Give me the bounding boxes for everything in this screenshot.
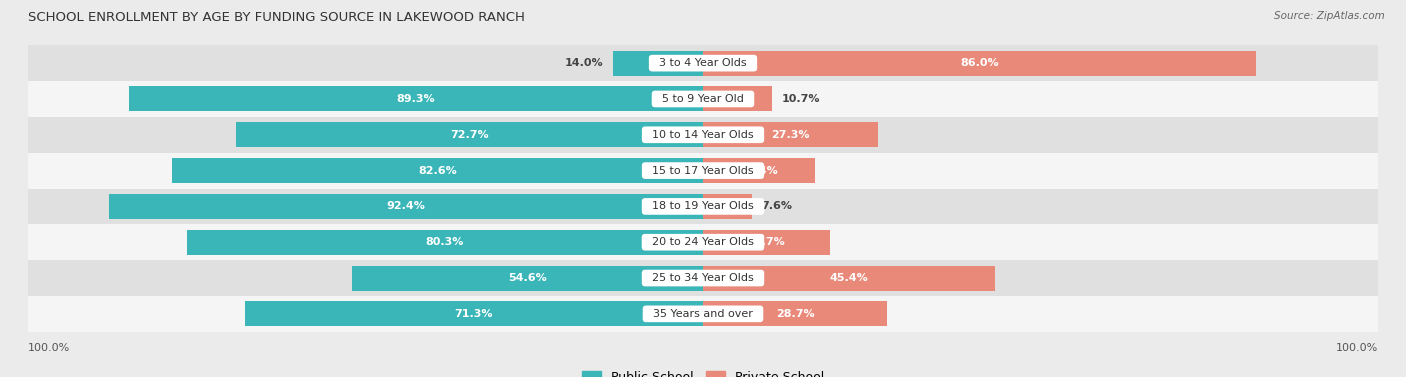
Text: 15 to 17 Year Olds: 15 to 17 Year Olds	[645, 166, 761, 176]
Text: 20 to 24 Year Olds: 20 to 24 Year Olds	[645, 237, 761, 247]
Bar	[28, 117, 1378, 153]
Text: 100.0%: 100.0%	[28, 343, 70, 352]
Bar	[703, 194, 752, 219]
Text: 7.6%: 7.6%	[762, 201, 793, 211]
Text: 100.0%: 100.0%	[1336, 343, 1378, 352]
Text: 3 to 4 Year Olds: 3 to 4 Year Olds	[652, 58, 754, 68]
Bar	[172, 158, 703, 183]
Bar	[28, 224, 1378, 260]
Bar	[703, 265, 995, 291]
Text: 18 to 19 Year Olds: 18 to 19 Year Olds	[645, 201, 761, 211]
Text: 80.3%: 80.3%	[426, 237, 464, 247]
Bar	[110, 194, 703, 219]
Text: SCHOOL ENROLLMENT BY AGE BY FUNDING SOURCE IN LAKEWOOD RANCH: SCHOOL ENROLLMENT BY AGE BY FUNDING SOUR…	[28, 11, 524, 24]
Text: 25 to 34 Year Olds: 25 to 34 Year Olds	[645, 273, 761, 283]
Text: 89.3%: 89.3%	[396, 94, 436, 104]
Text: 10.7%: 10.7%	[782, 94, 820, 104]
Bar	[703, 230, 830, 255]
Bar	[613, 51, 703, 76]
Text: Source: ZipAtlas.com: Source: ZipAtlas.com	[1274, 11, 1385, 21]
Text: 19.7%: 19.7%	[747, 237, 786, 247]
Legend: Public School, Private School: Public School, Private School	[576, 366, 830, 377]
Bar	[28, 45, 1378, 81]
Text: 17.4%: 17.4%	[740, 166, 779, 176]
Text: 5 to 9 Year Old: 5 to 9 Year Old	[655, 94, 751, 104]
Bar	[236, 122, 703, 147]
Text: 71.3%: 71.3%	[454, 309, 494, 319]
Bar	[28, 188, 1378, 224]
Bar	[703, 158, 815, 183]
Text: 45.4%: 45.4%	[830, 273, 869, 283]
Bar	[352, 265, 703, 291]
Text: 72.7%: 72.7%	[450, 130, 489, 140]
Text: 86.0%: 86.0%	[960, 58, 998, 68]
Bar	[703, 86, 772, 112]
Text: 92.4%: 92.4%	[387, 201, 426, 211]
Bar	[28, 153, 1378, 188]
Bar	[703, 51, 1256, 76]
Bar	[703, 301, 887, 326]
Text: 82.6%: 82.6%	[418, 166, 457, 176]
Text: 27.3%: 27.3%	[772, 130, 810, 140]
Bar	[28, 296, 1378, 332]
Text: 28.7%: 28.7%	[776, 309, 814, 319]
Text: 35 Years and over: 35 Years and over	[647, 309, 759, 319]
Bar	[187, 230, 703, 255]
Text: 14.0%: 14.0%	[565, 58, 603, 68]
Bar	[245, 301, 703, 326]
Bar	[129, 86, 703, 112]
Bar	[28, 260, 1378, 296]
Bar	[28, 81, 1378, 117]
Bar	[703, 122, 879, 147]
Text: 10 to 14 Year Olds: 10 to 14 Year Olds	[645, 130, 761, 140]
Text: 54.6%: 54.6%	[508, 273, 547, 283]
